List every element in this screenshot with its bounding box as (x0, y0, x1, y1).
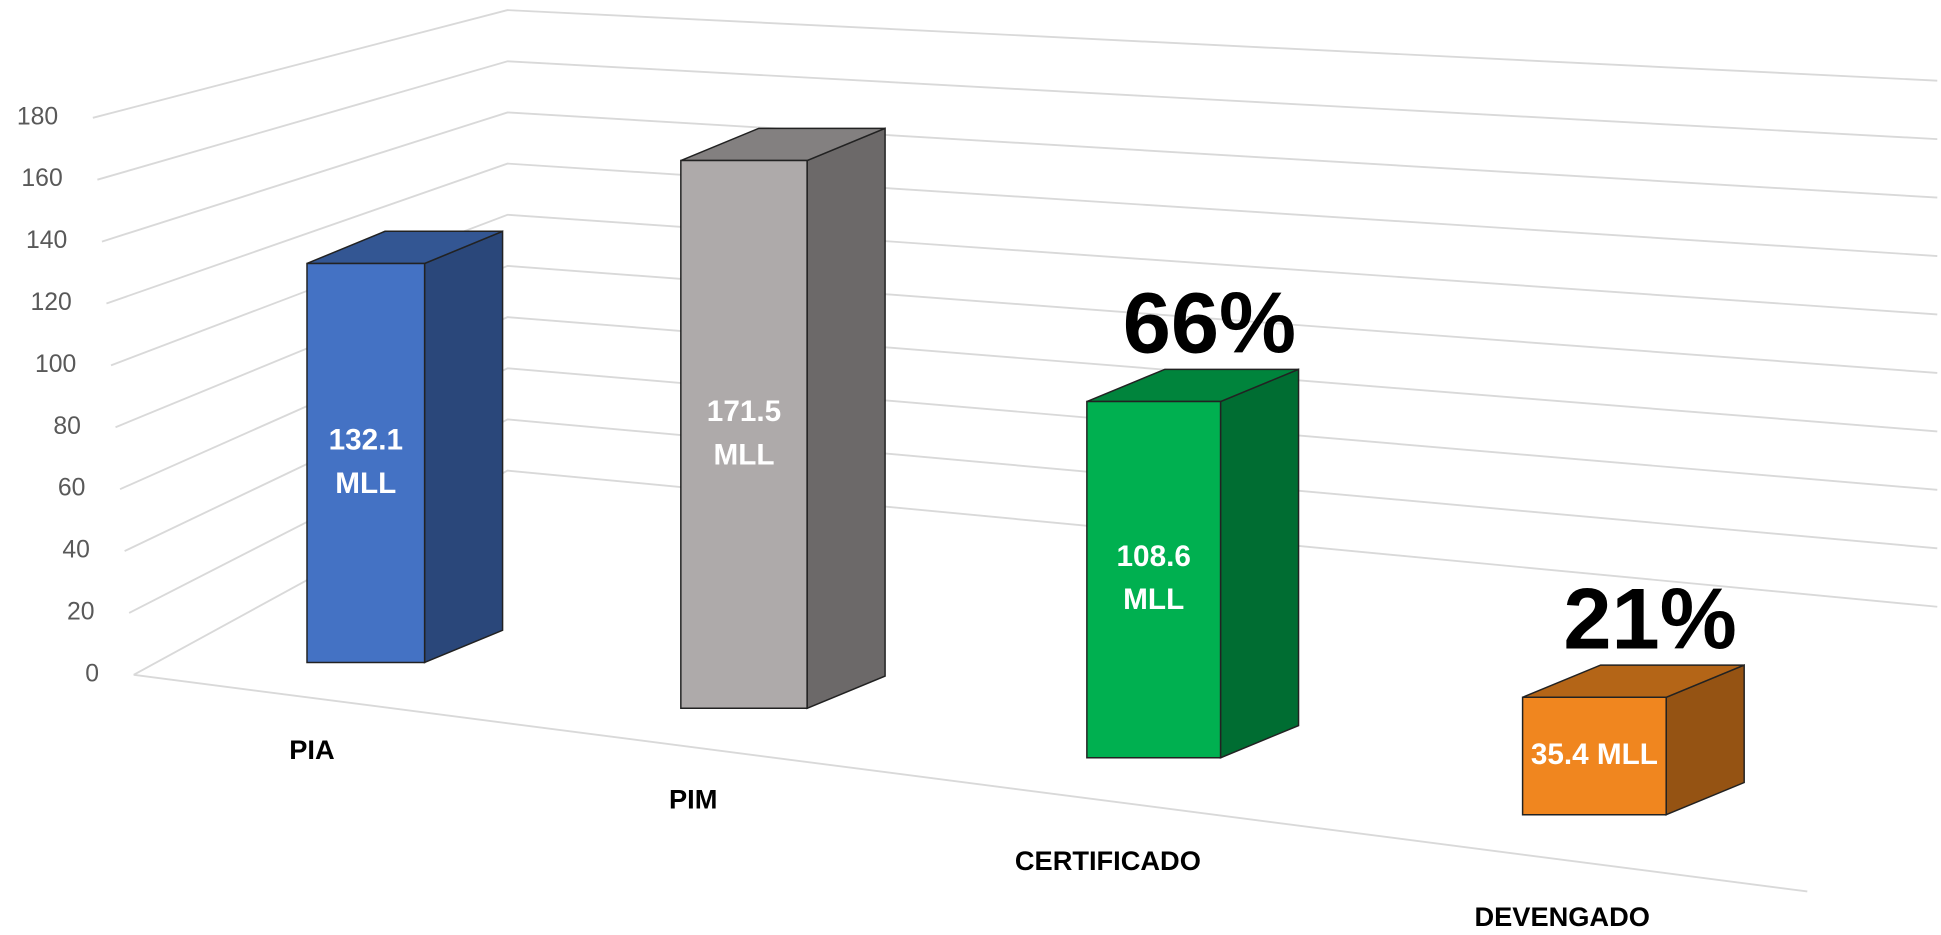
x-tick-label: CERTIFICADO (1015, 845, 1201, 876)
bar (1521, 696, 1667, 816)
grid-line (106, 162, 1938, 305)
value-label: 171.5 MLL (706, 395, 782, 472)
bar (1086, 400, 1222, 759)
y-tick-label: 80 (53, 413, 81, 440)
x-tick-label: PIA (289, 734, 334, 765)
grid-line (128, 418, 1938, 614)
value-label: 35.4 MLL (1530, 738, 1658, 772)
grid-line (115, 264, 1938, 429)
grid-line (124, 367, 1938, 552)
x-tick-label: DEVENGADO (1474, 901, 1649, 932)
value-label-box: 132.1 MLL (328, 423, 403, 501)
grid-line (119, 316, 1938, 491)
value-label-box: 171.5 MLL (706, 395, 782, 472)
x-tick-label: PIM (669, 783, 717, 814)
bar-side (806, 127, 886, 710)
y-tick-label: 140 (26, 227, 67, 254)
y-tick-label: 60 (58, 475, 86, 502)
grid-line (92, 9, 1938, 119)
value-label-box: 108.6 MLL (1116, 540, 1191, 617)
bar (680, 159, 808, 710)
annotation: 66% (1123, 276, 1296, 372)
value-label: 132.1 MLL (328, 423, 403, 501)
bar-side (1219, 368, 1300, 759)
grid-line (97, 60, 1938, 181)
y-tick-label: 0 (85, 660, 99, 687)
annotation: 21% (1563, 571, 1736, 667)
value-label-box: 35.4 MLL (1530, 738, 1658, 772)
grid-line (133, 469, 1938, 676)
bar (306, 262, 426, 664)
y-tick-label: 160 (21, 165, 62, 192)
y-tick-label: 100 (35, 351, 76, 378)
grid-line (101, 111, 1938, 243)
y-tick-label: 180 (17, 103, 58, 130)
bar-side (423, 230, 504, 664)
floor-edge (133, 673, 1808, 893)
grid-line (110, 213, 1938, 367)
y-tick-label: 20 (67, 598, 95, 625)
y-tick-label: 120 (31, 289, 72, 316)
y-tick-label: 40 (62, 537, 90, 564)
value-label: 108.6 MLL (1116, 540, 1191, 617)
